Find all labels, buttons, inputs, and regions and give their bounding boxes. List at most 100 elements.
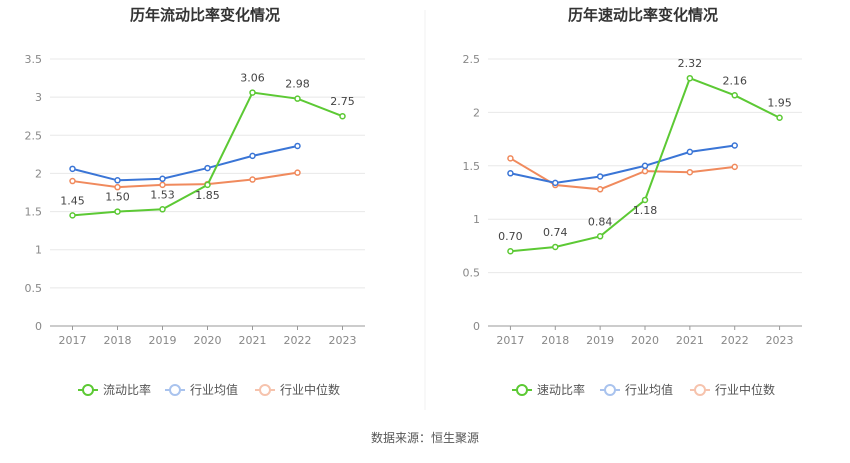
legend-item-avg[interactable]: 行业均值 [165, 382, 238, 397]
legend-label: 行业均值 [190, 382, 238, 397]
y-tick-label: 0 [35, 320, 42, 333]
legend-label: 行业均值 [625, 382, 673, 397]
legend-marker-icon [259, 384, 271, 396]
data-labels: 0.70 0.74 0.84 1.18 2.32 2.16 1.95 [498, 57, 792, 243]
legend-marker-icon [516, 384, 528, 396]
data-point [552, 179, 559, 187]
y-tick-label: 3 [35, 91, 42, 104]
data-point [339, 112, 346, 120]
data-point [204, 181, 211, 189]
legend: 流动比率 行业均值 行业中位数 [78, 382, 340, 397]
x-tick-label: 2017 [496, 334, 524, 347]
data-labels: 1.45 1.50 1.53 1.85 3.06 2.98 2.75 [60, 72, 355, 208]
chart-title: 历年流动比率变化情况 [130, 6, 280, 24]
y-tick-label: 2.5 [25, 129, 43, 142]
data-point [552, 243, 559, 251]
data-point [686, 168, 694, 176]
legend-item-median[interactable]: 行业中位数 [690, 382, 775, 397]
legend-label: 行业中位数 [280, 382, 340, 397]
x-tick-label: 2018 [541, 334, 569, 347]
data-point [69, 177, 76, 185]
current-ratio-chart: 历年流动比率变化情况 0 0.5 1 1.5 2 2.5 3 3.5 2017 2018 2019… [25, 6, 365, 397]
data-point [641, 167, 649, 175]
y-tick-label: 2 [35, 167, 42, 180]
data-label: 1.95 [767, 97, 792, 110]
x-tick-label: 2022 [284, 334, 312, 347]
x-tick-label: 2023 [329, 334, 357, 347]
series-line-2 [509, 157, 735, 191]
x-tick-label: 2023 [766, 334, 794, 347]
data-point [69, 212, 76, 219]
y-tick-label: 2 [473, 106, 480, 119]
legend-label: 行业中位数 [715, 382, 775, 397]
legend-marker-icon [604, 384, 616, 396]
data-point [294, 95, 301, 102]
x-tick-label: 2018 [104, 334, 132, 347]
y-tick-label: 1 [35, 244, 42, 257]
x-tick-label: 2019 [586, 334, 614, 347]
data-point [507, 247, 514, 255]
legend-marker-icon [694, 384, 706, 396]
data-point [731, 92, 738, 99]
legend-item-main[interactable]: 流动比率 [78, 382, 151, 397]
data-point [114, 177, 121, 184]
grid-lines [50, 58, 365, 289]
y-tick-label: 2.5 [463, 53, 481, 66]
legend-item-median[interactable]: 行业中位数 [255, 382, 340, 397]
data-point [507, 155, 514, 162]
data-label: 3.06 [240, 72, 265, 85]
data-label: 1.18 [633, 204, 658, 217]
legend-item-avg[interactable]: 行业均值 [600, 382, 673, 397]
x-axis-ticks: 2017 2018 2019 2020 2021 2022 2023 [488, 325, 802, 347]
data-label: 1.85 [195, 189, 220, 202]
data-point [641, 196, 649, 204]
data-point [249, 89, 256, 96]
data-label: 0.70 [498, 230, 523, 243]
x-tick-label: 2017 [59, 334, 87, 347]
y-tick-label: 0.5 [463, 267, 481, 280]
x-tick-label: 2020 [631, 334, 659, 347]
data-point [159, 206, 166, 213]
legend-marker-icon [169, 384, 181, 396]
data-point [69, 165, 76, 173]
data-point [159, 175, 166, 183]
data-point [114, 208, 121, 215]
data-point [159, 181, 166, 189]
data-point [686, 74, 694, 82]
data-label: 1.45 [60, 194, 85, 207]
series-line-1 [72, 144, 298, 182]
data-point [507, 170, 514, 177]
data-point [249, 176, 256, 183]
data-point [641, 162, 649, 170]
x-tick-label: 2021 [239, 334, 267, 347]
series-line-2 [72, 171, 298, 189]
data-point [731, 163, 738, 171]
legend: 速动比率 行业均值 行业中位数 [512, 382, 775, 397]
legend-label: 速动比率 [537, 382, 585, 397]
data-point [294, 142, 301, 150]
y-tick-label: 0 [473, 320, 480, 333]
data-label: 2.98 [285, 78, 310, 91]
data-point [204, 164, 211, 172]
data-label: 0.74 [543, 226, 568, 239]
x-tick-label: 2021 [676, 334, 704, 347]
data-point [686, 148, 694, 156]
series-line-1 [510, 144, 735, 184]
x-tick-label: 2019 [149, 334, 177, 347]
data-label: 0.84 [588, 215, 613, 228]
legend-label: 流动比率 [103, 382, 151, 397]
y-axis-ticks: 0 0.5 1 1.5 2 2.5 [463, 53, 481, 333]
data-point [731, 142, 738, 149]
data-label: 2.75 [330, 95, 355, 108]
x-axis-ticks: 2017 2018 2019 2020 2021 2022 2023 [50, 325, 365, 347]
legend-item-main[interactable]: 速动比率 [512, 382, 585, 397]
data-point [776, 114, 783, 121]
legend-marker-icon [82, 384, 94, 396]
data-point [249, 152, 256, 160]
data-label: 2.16 [722, 74, 747, 87]
data-label: 1.53 [150, 188, 175, 201]
quick-ratio-chart: 历年速动比率变化情况 0 0.5 1 1.5 2 2.5 2017 2018 2019 2020… [463, 6, 802, 397]
source-label: 数据来源：恒生聚源 [371, 430, 479, 445]
